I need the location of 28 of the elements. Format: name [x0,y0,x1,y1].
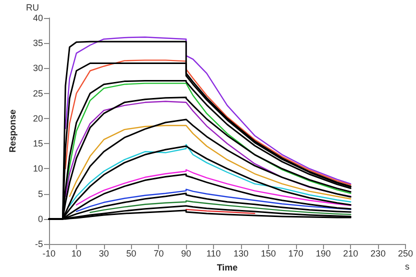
x-tick-label: 30 [98,248,109,259]
x-tick-label: 250 [398,248,414,259]
x-tick-label: 150 [260,248,276,259]
y-axis-title: Response [8,110,18,153]
y-tick-label: 0 [38,214,43,224]
y-tick-label: 10 [32,164,43,174]
x-tick-label: 50 [126,248,136,259]
x-tick-label: 190 [316,248,331,259]
x-tick-label: 10 [71,248,82,259]
x-tick-label: 70 [154,248,164,259]
x-tick-label: 230 [370,248,386,259]
y-tick-label: 25 [32,88,43,98]
y-tick-label: 35 [32,38,43,48]
y-tick-label: 30 [32,63,43,74]
x-tick-label: -10 [42,248,56,259]
text: s [405,262,410,272]
y-tick-label: 5 [38,188,43,199]
x-tick-label: 210 [343,248,358,259]
x-tick-label: 110 [206,248,221,259]
y-tick-label: -5 [34,239,43,250]
x-tick-label: 130 [233,248,248,259]
y-tick-label: 40 [32,13,43,23]
y-tick-label: 20 [32,113,43,124]
x-axis-title: Time [216,262,238,272]
x-tick-label: 170 [288,248,304,259]
y-tick-label: 15 [32,138,43,149]
x-tick-label: 90 [181,248,192,259]
text: RU [26,2,39,12]
